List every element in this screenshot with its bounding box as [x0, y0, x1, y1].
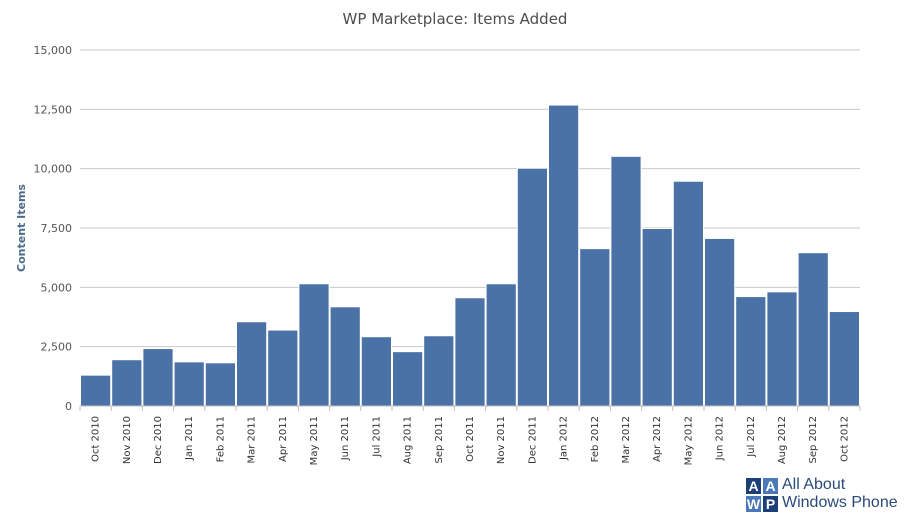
x-tick-label: Sep 2012 [808, 416, 819, 463]
x-tick-label: Apr 2012 [652, 416, 663, 462]
y-tick-label: 12,500 [34, 103, 73, 116]
bar [828, 311, 860, 407]
x-tick-label: Mar 2012 [621, 416, 632, 464]
bar [173, 361, 205, 407]
chart-title: WP Marketplace: Items Added [343, 10, 568, 28]
y-tick-label: 15,000 [34, 44, 73, 57]
x-tick-label: Feb 2012 [590, 416, 601, 462]
x-tick-label: Oct 2011 [465, 416, 476, 462]
bar [485, 283, 517, 407]
bar [392, 351, 424, 407]
x-tick-label: May 2011 [309, 416, 320, 465]
logo-mark: A A W P [746, 478, 778, 512]
x-tick-label: Jul 2012 [746, 416, 757, 458]
y-tick-label: 0 [65, 400, 72, 413]
bar [267, 329, 299, 407]
logo-cell: P [763, 496, 778, 512]
y-tick-label: 10,000 [34, 163, 73, 176]
logo-cell: W [746, 496, 761, 512]
x-tick-label: Jun 2012 [715, 416, 726, 461]
x-tick-label: Jan 2011 [184, 416, 195, 461]
logo-text-line2: Windows Phone [782, 494, 898, 511]
bar [423, 335, 455, 407]
x-tick-label: Mar 2011 [247, 416, 258, 464]
x-tick-label: Oct 2010 [91, 416, 102, 462]
x-tick-label: Sep 2011 [434, 416, 445, 463]
x-tick-label: Jun 2011 [340, 416, 351, 461]
bar [735, 296, 767, 407]
bar [672, 180, 704, 407]
x-tick-label: Nov 2010 [122, 416, 133, 464]
y-axis-ticks: 0 2,500 5,000 7,500 10,000 12,500 15,000 [34, 44, 73, 413]
bar [360, 336, 392, 407]
x-tick-label: Oct 2012 [839, 416, 850, 462]
y-tick-label: 5,000 [41, 281, 73, 294]
x-tick-label: Apr 2011 [278, 416, 289, 462]
bar [579, 248, 611, 407]
y-tick-label: 2,500 [41, 341, 73, 354]
x-tick-label: Nov 2011 [496, 416, 507, 464]
x-tick-label: May 2012 [683, 416, 694, 465]
bar [704, 237, 736, 407]
y-axis-label: Content Items [15, 184, 28, 272]
bar [610, 155, 642, 407]
logo-cell: A [746, 478, 761, 494]
bar [329, 306, 361, 407]
bar [641, 227, 673, 407]
bar [516, 167, 548, 407]
bar [80, 374, 112, 407]
x-tick-label: Jan 2012 [559, 416, 570, 461]
logo-text-line1: All About [782, 476, 846, 493]
all-about-windows-phone-logo: A A W P All About Windows Phone [746, 476, 906, 514]
bar [111, 359, 143, 407]
bar [548, 104, 580, 407]
x-tick-label: Feb 2011 [215, 416, 226, 462]
y-tick-label: 7,500 [41, 222, 73, 235]
bar [204, 362, 237, 407]
bar [454, 297, 486, 407]
bar [236, 321, 268, 407]
x-tick-label: Dec 2010 [153, 416, 164, 464]
x-tick-label: Dec 2011 [527, 416, 538, 464]
bar [142, 348, 174, 407]
x-axis-ticks: Oct 2010 Nov 2010 Dec 2010 Jan 2011 Feb 2011… [91, 416, 851, 465]
logo-cell: A [763, 478, 778, 494]
bars [80, 104, 860, 407]
bar [797, 252, 829, 407]
x-tick-label: Jul 2011 [371, 416, 382, 458]
x-tick-label: Aug 2012 [777, 416, 788, 464]
bar [766, 291, 798, 407]
x-axis [79, 405, 861, 411]
bar [298, 283, 330, 407]
x-tick-label: Aug 2011 [403, 416, 414, 464]
